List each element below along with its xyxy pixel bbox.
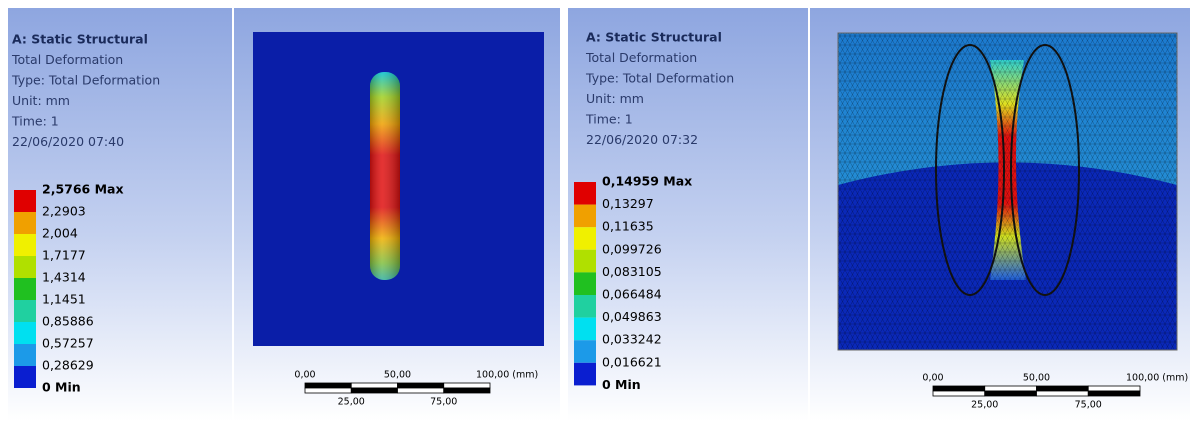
legend-swatch xyxy=(14,256,36,278)
info-line: Total Deformation xyxy=(11,52,123,67)
legend-swatch xyxy=(574,182,596,205)
scale-segment xyxy=(444,383,490,388)
deformed-body-shade xyxy=(370,72,400,280)
scale-segment xyxy=(985,386,1037,391)
scale-segment xyxy=(933,386,985,391)
legend-label: 0 Min xyxy=(602,377,641,392)
scale-segment xyxy=(444,388,490,393)
legend-label: 1,1451 xyxy=(42,292,86,307)
scale-segment xyxy=(305,388,351,393)
legend-swatch xyxy=(574,295,596,318)
scale-segment xyxy=(985,391,1037,396)
scale-label: 0,00 xyxy=(922,373,943,384)
legend-label: 0,85886 xyxy=(42,314,94,329)
scale-segment xyxy=(398,383,444,388)
legend-swatch xyxy=(14,344,36,366)
info-title: A: Static Structural xyxy=(586,30,722,45)
legend-label: 0,066484 xyxy=(602,287,662,302)
info-line: Type: Total Deformation xyxy=(585,71,734,86)
legend-swatch xyxy=(14,190,36,212)
scale-segment xyxy=(398,388,444,393)
legend-swatch xyxy=(14,300,36,322)
legend-swatch xyxy=(574,340,596,363)
scale-label: 100,00 (mm) xyxy=(1126,373,1188,384)
info-line: Time: 1 xyxy=(585,112,633,127)
legend-swatch xyxy=(574,227,596,250)
legend-label: 0,083105 xyxy=(602,264,662,279)
legend-swatch xyxy=(574,272,596,295)
legend-label: 2,2903 xyxy=(42,204,86,219)
legend-label: 0,099726 xyxy=(602,241,662,256)
legend-label: 0,13297 xyxy=(602,196,654,211)
info-title: A: Static Structural xyxy=(12,32,148,47)
scale-segment xyxy=(1088,391,1140,396)
scale-segment xyxy=(305,383,351,388)
legend-swatch xyxy=(14,366,36,388)
scale-label: 75,00 xyxy=(430,397,457,408)
legend-label: 0,033242 xyxy=(602,332,662,347)
scale-label: 75,00 xyxy=(1075,400,1102,411)
legend-swatch xyxy=(14,278,36,300)
legend-swatch xyxy=(574,318,596,341)
scale-label: 25,00 xyxy=(971,400,998,411)
scale-label: 100,00 (mm) xyxy=(476,370,538,381)
scale-label: 50,00 xyxy=(384,370,411,381)
legend-label: 2,004 xyxy=(42,226,78,241)
scale-label: 50,00 xyxy=(1023,373,1050,384)
legend-label: 0 Min xyxy=(42,380,81,395)
legend-swatch xyxy=(574,205,596,228)
info-line: Type: Total Deformation xyxy=(11,73,160,88)
legend-label: 0,016621 xyxy=(602,354,662,369)
scale-label: 0,00 xyxy=(294,370,315,381)
legend-label: 0,57257 xyxy=(42,336,94,351)
scale-segment xyxy=(1037,386,1089,391)
legend-label: 2,5766 Max xyxy=(42,182,124,197)
legend-swatch xyxy=(574,250,596,273)
legend-label: 1,7177 xyxy=(42,248,86,263)
legend-label: 0,28629 xyxy=(42,358,94,373)
legend-label: 1,4314 xyxy=(42,270,86,285)
info-line: Time: 1 xyxy=(11,114,59,129)
info-line: Unit: mm xyxy=(586,91,644,106)
scale-segment xyxy=(351,388,397,393)
legend-swatch xyxy=(14,322,36,344)
info-line: Unit: mm xyxy=(12,93,70,108)
scale-label: 25,00 xyxy=(338,397,365,408)
legend-swatch xyxy=(14,212,36,234)
info-line: 22/06/2020 07:32 xyxy=(586,132,698,147)
mesh-viewport xyxy=(838,33,1177,350)
scale-segment xyxy=(933,391,985,396)
legend-label: 0,11635 xyxy=(602,219,654,234)
legend-label: 0,14959 Max xyxy=(602,174,692,189)
legend-swatch xyxy=(574,363,596,386)
legend-swatch xyxy=(14,234,36,256)
scale-segment xyxy=(351,383,397,388)
screenshot: A: Static Structural Total Deformation Typ… xyxy=(0,0,1198,421)
scale-segment xyxy=(1088,386,1140,391)
info-line: Total Deformation xyxy=(585,50,697,65)
scale-segment xyxy=(1037,391,1089,396)
legend-label: 0,049863 xyxy=(602,309,662,324)
info-line: 22/06/2020 07:40 xyxy=(12,134,124,149)
